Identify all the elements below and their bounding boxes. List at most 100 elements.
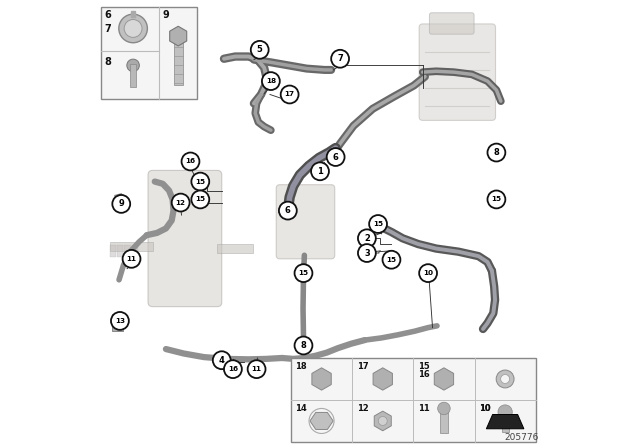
Text: 16: 16 xyxy=(418,370,429,379)
FancyBboxPatch shape xyxy=(276,185,335,259)
Text: 10: 10 xyxy=(423,270,433,276)
Polygon shape xyxy=(312,368,332,390)
Bar xyxy=(132,245,138,257)
Bar xyxy=(131,65,136,87)
Circle shape xyxy=(172,194,189,211)
Bar xyxy=(110,242,152,251)
Circle shape xyxy=(383,251,401,269)
Polygon shape xyxy=(170,26,187,46)
Circle shape xyxy=(248,360,266,378)
Bar xyxy=(502,414,509,432)
Bar xyxy=(101,8,197,99)
Bar xyxy=(113,314,124,331)
Bar xyxy=(115,194,125,208)
Text: 15: 15 xyxy=(387,257,397,263)
Text: 10: 10 xyxy=(479,404,491,413)
Circle shape xyxy=(294,336,312,354)
Circle shape xyxy=(496,370,514,388)
Text: 10: 10 xyxy=(479,404,491,413)
Circle shape xyxy=(124,20,142,37)
Text: 14: 14 xyxy=(296,404,307,413)
Text: 7: 7 xyxy=(337,54,343,63)
Text: 18: 18 xyxy=(296,362,307,370)
FancyBboxPatch shape xyxy=(419,24,495,121)
Text: 17: 17 xyxy=(356,362,368,370)
Circle shape xyxy=(213,351,230,369)
Bar xyxy=(173,36,182,85)
Circle shape xyxy=(438,402,450,415)
Text: 6: 6 xyxy=(333,152,339,162)
Text: 205776: 205776 xyxy=(504,433,539,442)
Polygon shape xyxy=(435,368,454,390)
Circle shape xyxy=(369,215,387,233)
Text: 15: 15 xyxy=(492,196,502,202)
Circle shape xyxy=(419,264,437,282)
Text: 9: 9 xyxy=(118,199,124,208)
Text: 1: 1 xyxy=(317,167,323,176)
Text: 4: 4 xyxy=(219,356,225,365)
Text: 8: 8 xyxy=(105,57,111,67)
Circle shape xyxy=(311,162,329,180)
FancyBboxPatch shape xyxy=(148,170,221,306)
Circle shape xyxy=(331,50,349,68)
Circle shape xyxy=(123,250,140,268)
Text: 15: 15 xyxy=(298,270,308,276)
Polygon shape xyxy=(374,411,391,431)
Circle shape xyxy=(262,72,280,90)
Text: 11: 11 xyxy=(127,256,136,262)
Circle shape xyxy=(281,86,299,103)
Circle shape xyxy=(488,190,506,208)
Text: 11: 11 xyxy=(418,404,429,413)
Polygon shape xyxy=(486,414,524,429)
Text: 7: 7 xyxy=(105,24,111,34)
Circle shape xyxy=(326,148,344,166)
Circle shape xyxy=(182,152,200,170)
Circle shape xyxy=(251,41,269,59)
Circle shape xyxy=(378,417,387,426)
Circle shape xyxy=(358,229,376,247)
FancyBboxPatch shape xyxy=(429,13,474,34)
Text: 8: 8 xyxy=(493,148,499,157)
Text: 15: 15 xyxy=(373,221,383,227)
Text: 6: 6 xyxy=(285,206,291,215)
Circle shape xyxy=(113,195,130,213)
Circle shape xyxy=(488,144,506,161)
Bar xyxy=(217,244,253,253)
Text: 11: 11 xyxy=(252,366,262,372)
Text: 9: 9 xyxy=(163,10,170,20)
Circle shape xyxy=(127,59,140,72)
Bar xyxy=(117,245,124,257)
Bar xyxy=(291,358,536,442)
Circle shape xyxy=(191,172,209,190)
Circle shape xyxy=(224,360,242,378)
Circle shape xyxy=(294,264,312,282)
Text: 16: 16 xyxy=(186,159,196,164)
Circle shape xyxy=(498,405,512,419)
Circle shape xyxy=(279,202,297,220)
Text: 15: 15 xyxy=(195,179,205,185)
Bar xyxy=(131,12,135,17)
Text: 16: 16 xyxy=(228,366,238,372)
Circle shape xyxy=(119,14,147,43)
Text: 15: 15 xyxy=(195,196,205,202)
Circle shape xyxy=(500,375,509,383)
Text: 18: 18 xyxy=(266,78,276,84)
Text: 5: 5 xyxy=(257,45,262,54)
Text: 6: 6 xyxy=(105,10,111,20)
Text: 3: 3 xyxy=(364,249,370,258)
Polygon shape xyxy=(310,413,333,430)
Text: 12: 12 xyxy=(356,404,369,413)
Text: 8: 8 xyxy=(301,341,307,350)
Bar xyxy=(440,410,447,434)
Text: 2: 2 xyxy=(364,234,370,243)
Circle shape xyxy=(111,312,129,330)
Text: 17: 17 xyxy=(285,91,294,98)
Circle shape xyxy=(358,244,376,262)
Text: 13: 13 xyxy=(115,318,125,324)
Text: 15: 15 xyxy=(418,362,429,370)
Circle shape xyxy=(191,190,209,208)
Bar xyxy=(124,245,131,257)
Bar xyxy=(110,245,116,257)
Polygon shape xyxy=(373,368,392,390)
Text: 12: 12 xyxy=(175,199,186,206)
